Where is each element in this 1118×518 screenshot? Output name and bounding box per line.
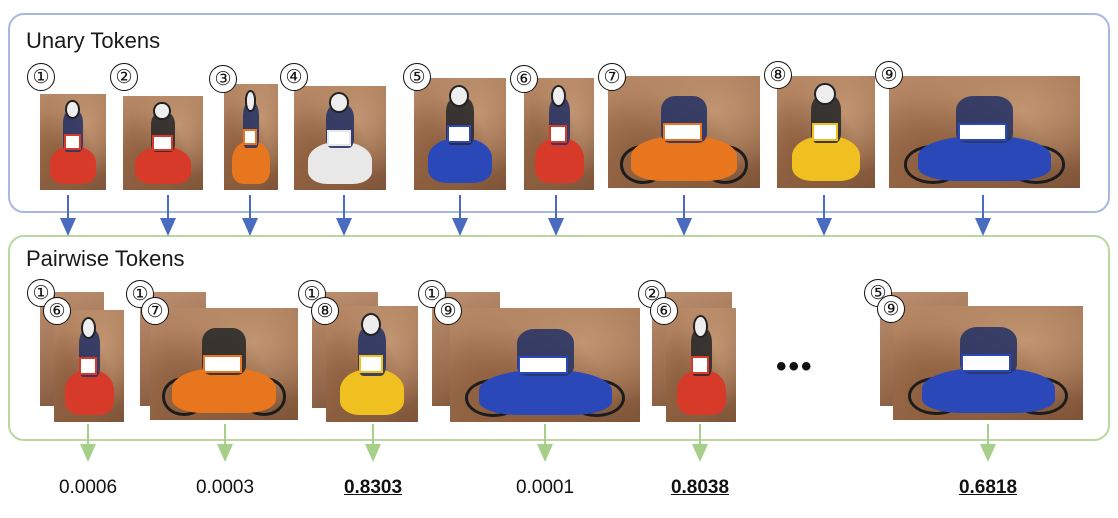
unary-token-number: ⑦: [598, 63, 626, 91]
unary-token-image: [123, 96, 203, 190]
pair-second-number: ⑧: [311, 297, 339, 325]
pair-score: 0.6818: [958, 477, 1018, 498]
pair-score: 0.8303: [343, 477, 403, 498]
pair-second-number: ⑥: [43, 297, 71, 325]
pair-second-number: ⑦: [141, 297, 169, 325]
unary-token-image: [889, 76, 1080, 188]
pair-first-number: ①: [126, 280, 154, 308]
unary-tokens-panel: [8, 13, 1110, 213]
pair-second-token-image: [893, 306, 1083, 420]
pair-second-token-image: [54, 310, 124, 422]
unary-token-number: ③: [209, 65, 237, 93]
pair-second-number: ⑥: [650, 297, 678, 325]
unary-token-image: [294, 86, 386, 190]
pair-second-number: ⑨: [877, 295, 905, 323]
unary-token-number: ④: [280, 63, 308, 91]
unary-token-image: [777, 76, 875, 188]
pair-second-number: ⑨: [434, 297, 462, 325]
unary-tokens-title: Unary Tokens: [26, 28, 161, 53]
unary-token-image: [608, 76, 760, 188]
pair-second-token-image: [450, 308, 640, 422]
unary-token-image: [524, 78, 594, 190]
pair-score: 0.8038: [670, 477, 730, 498]
pair-score: 0.0001: [515, 477, 575, 498]
unary-token-number: ①: [27, 63, 55, 91]
unary-token-number: ⑧: [764, 61, 792, 89]
pair-second-token-image: [150, 308, 298, 420]
pair-second-token-image: [326, 306, 418, 422]
unary-token-image: [224, 84, 278, 190]
pairwise-tokens-panel: [8, 235, 1110, 441]
pair-second-token-image: [666, 308, 736, 422]
pair-score: 0.0006: [58, 477, 118, 498]
unary-token-number: ⑤: [403, 63, 431, 91]
unary-token-image: [40, 94, 106, 190]
pair-score: 0.0003: [195, 477, 255, 498]
unary-token-number: ⑥: [510, 65, 538, 93]
pairwise-tokens-title: Pairwise Tokens: [26, 246, 185, 271]
unary-token-number: ⑨: [875, 61, 903, 89]
unary-token-image: [414, 78, 506, 190]
more-pairs-ellipsis: •••: [776, 350, 814, 383]
unary-token-number: ②: [110, 63, 138, 91]
